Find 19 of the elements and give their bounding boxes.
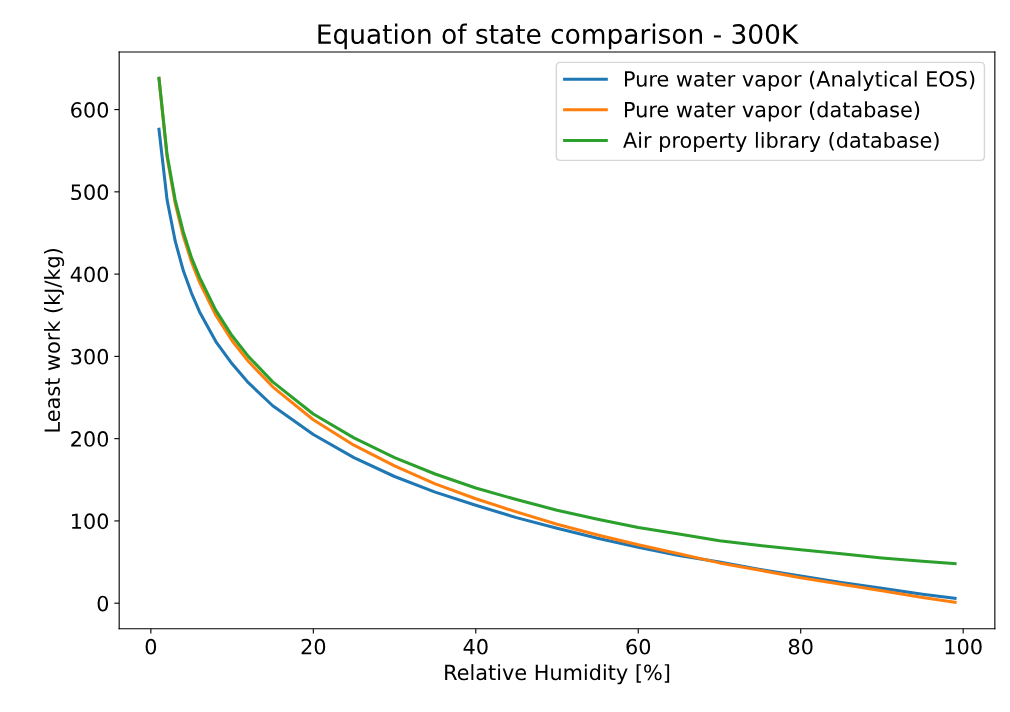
x-tick-label: 0 (145, 638, 157, 655)
x-tick-label: 20 (301, 638, 326, 655)
y-tick-label: 200 (71, 431, 109, 447)
x-tick-label: 60 (626, 638, 651, 655)
x-tick-label: 80 (788, 638, 813, 655)
y-tick-label: 0 (97, 595, 109, 612)
legend-label: Pure water vapor (Analytical EOS) (625, 70, 975, 91)
legend-label: Pure water vapor (database) (625, 101, 920, 122)
y-tick-label: 600 (71, 102, 109, 118)
y-tick-label: 500 (71, 184, 109, 201)
y-axis-title: Least work (kJ/kg) (43, 248, 65, 432)
x-tick-label: 100 (945, 638, 982, 655)
legend-label: Air property library (database) (623, 131, 939, 153)
x-tick-label: 40 (463, 638, 488, 655)
y-tick-label: 300 (71, 348, 109, 365)
x-axis-title: Relative Humidity [%] (445, 664, 670, 685)
y-tick-label: 400 (70, 266, 109, 283)
y-tick-label: 100 (71, 513, 109, 530)
chart-title: Equation of state comparison - 300K (318, 23, 799, 50)
